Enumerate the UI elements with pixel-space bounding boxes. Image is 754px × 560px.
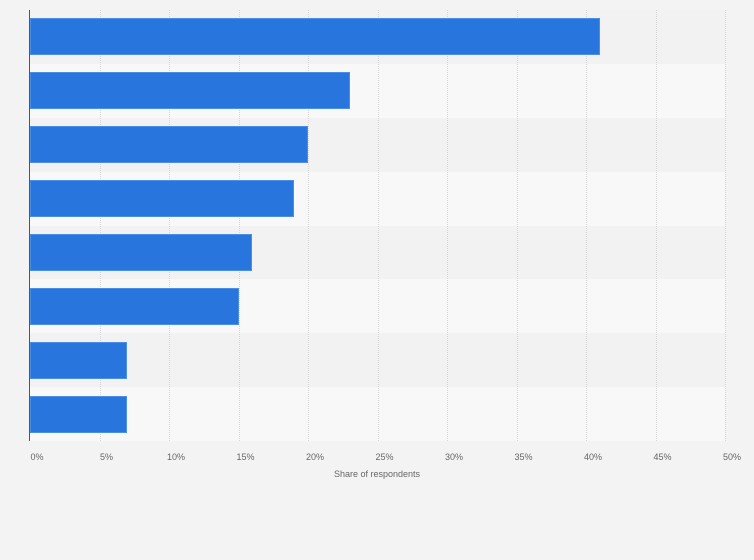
bar[interactable] [30, 287, 239, 325]
gridline [725, 10, 726, 441]
gridline [447, 10, 448, 441]
bar[interactable] [30, 72, 350, 110]
bar[interactable] [30, 18, 600, 56]
bar[interactable] [30, 180, 295, 218]
x-tick-label: 40% [583, 452, 603, 462]
x-tick-label: 5% [99, 452, 114, 462]
bar[interactable] [30, 233, 253, 271]
x-tick-label: 0% [30, 452, 44, 462]
gridline [169, 10, 170, 441]
x-tick-label: 45% [653, 452, 672, 462]
gridline [655, 10, 657, 441]
bar[interactable] [30, 341, 128, 379]
plot-area [30, 10, 726, 441]
x-tick-label: 30% [444, 452, 464, 462]
x-tick-label: 20% [305, 452, 325, 462]
bar[interactable] [30, 395, 128, 433]
x-tick-label: 15% [236, 452, 255, 462]
gridline [586, 10, 587, 441]
gridline [99, 10, 101, 441]
bar[interactable] [30, 126, 308, 164]
y-axis-line [29, 10, 30, 441]
x-tick-label: 50% [722, 452, 742, 462]
x-axis-label: Share of respondents [333, 469, 421, 479]
gridline [238, 10, 240, 441]
x-tick-label: 25% [375, 452, 394, 462]
x-tick-label: 35% [514, 452, 533, 462]
gridline [377, 10, 379, 441]
gridline [516, 10, 518, 441]
gridline [308, 10, 309, 441]
x-tick-label: 10% [166, 452, 186, 462]
